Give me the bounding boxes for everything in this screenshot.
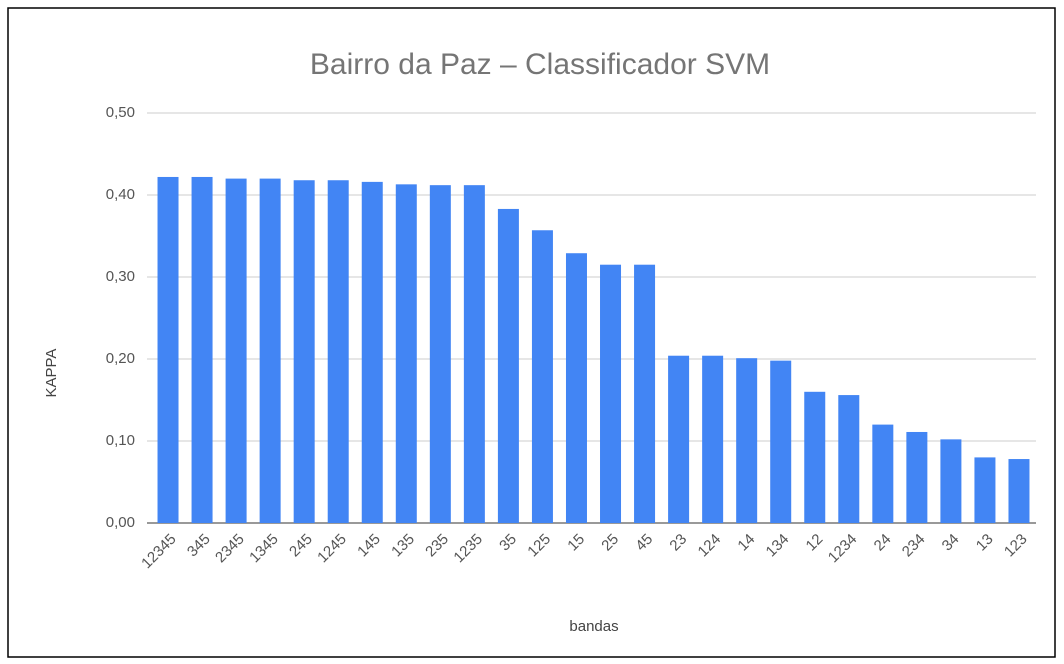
bar: [770, 360, 792, 523]
y-tick-label: 0,40: [106, 186, 135, 203]
y-tick-label: 0,30: [106, 268, 135, 285]
bar: [225, 178, 247, 523]
bar: [634, 264, 656, 523]
bar: [906, 431, 928, 523]
y-tick-label: 0,50: [106, 104, 135, 121]
bar: [565, 253, 587, 523]
bar: [1008, 459, 1030, 523]
bar: [804, 391, 826, 523]
bar: [157, 176, 179, 523]
bar: [838, 395, 860, 523]
y-tick-label: 0,00: [106, 514, 135, 531]
bar: [429, 185, 451, 523]
y-tick-label: 0,20: [106, 350, 135, 367]
bar: [531, 230, 553, 523]
bar: [974, 457, 996, 523]
bar: [191, 176, 213, 523]
bar: [463, 185, 485, 523]
chart-frame: [7, 7, 1056, 658]
bar: [327, 180, 349, 524]
bar: [600, 264, 622, 523]
bar: [259, 178, 281, 523]
bar: [702, 355, 724, 523]
bar: [736, 358, 758, 523]
bar: [872, 424, 894, 523]
y-axis-label: KAPPA: [43, 349, 60, 398]
bar: [293, 180, 315, 524]
bar: [395, 184, 417, 523]
bar: [668, 355, 690, 523]
x-axis-label: bandas: [569, 618, 618, 635]
bar: [940, 439, 962, 523]
bar: [361, 181, 383, 523]
chart-title: Bairro da Paz – Classificador SVM: [310, 48, 770, 81]
y-tick-label: 0,10: [106, 432, 135, 449]
bar: [497, 208, 519, 523]
